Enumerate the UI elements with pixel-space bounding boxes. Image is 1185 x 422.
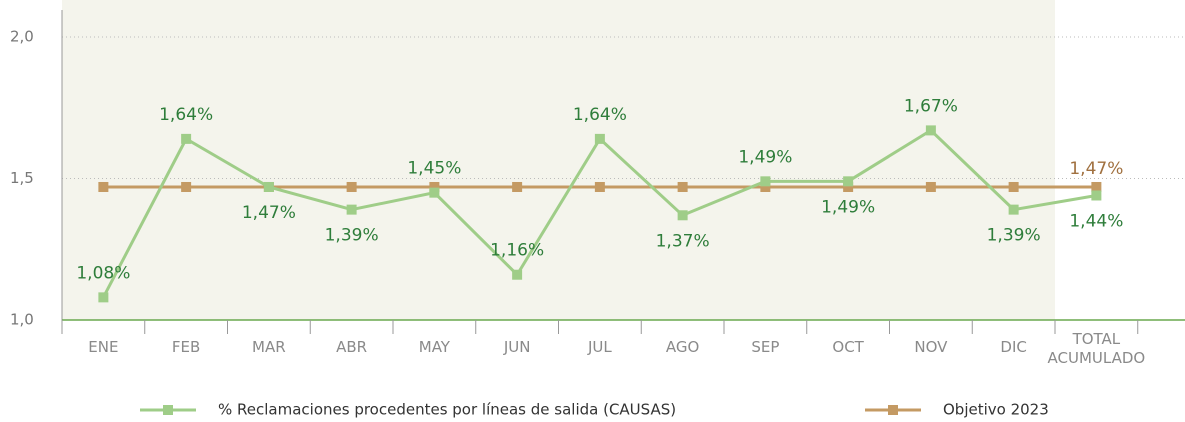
marker (512, 269, 523, 280)
x-tick-label: ABR (336, 338, 368, 356)
plot-background (62, 0, 1055, 320)
y-tick-label: 1,0 (10, 311, 34, 329)
marker (181, 133, 192, 144)
x-tick-label: JUL (587, 338, 612, 356)
x-tick-label: OCT (832, 338, 864, 356)
marker (1091, 181, 1102, 192)
legend-label: Objetivo 2023 (943, 401, 1049, 419)
x-tick-label: NOV (914, 338, 948, 356)
marker (760, 176, 771, 187)
legend-marker (888, 405, 898, 415)
marker (1091, 190, 1102, 201)
x-tick-label: SEP (751, 338, 780, 356)
legend-label: % Reclamaciones procedentes por líneas d… (218, 401, 676, 419)
data-label: 1,16% (490, 241, 544, 261)
marker (346, 204, 357, 215)
x-tick-label: DIC (1000, 338, 1027, 356)
marker (263, 181, 274, 192)
data-label: 1,37% (656, 231, 710, 251)
marker (677, 181, 688, 192)
marker (925, 125, 936, 136)
marker (512, 181, 523, 192)
data-label: 1,64% (573, 105, 627, 125)
marker (925, 181, 936, 192)
marker (181, 181, 192, 192)
data-label: 1,67% (904, 96, 958, 116)
x-tick-label: TOTAL ACUMULADO (1047, 330, 1146, 367)
data-label: 1,49% (738, 147, 792, 167)
data-label: 1,44% (1069, 211, 1123, 231)
marker (98, 292, 109, 303)
data-label: 1,45% (407, 159, 461, 179)
marker (1008, 181, 1019, 192)
data-label: 1,47% (242, 203, 296, 223)
marker (429, 187, 440, 198)
marker (594, 181, 605, 192)
data-label: 1,64% (159, 105, 213, 125)
marker (594, 133, 605, 144)
x-tick-label: MAR (252, 338, 286, 356)
x-tick-label: FEB (171, 338, 201, 356)
y-tick-label: 2,0 (10, 28, 34, 46)
marker (843, 181, 854, 192)
y-tick-label: 1,5 (10, 169, 34, 187)
marker (1008, 204, 1019, 215)
data-label: 1,39% (325, 226, 379, 246)
x-tick-label: ENE (88, 338, 119, 356)
x-tick-label: JUN (503, 338, 531, 356)
marker (98, 181, 109, 192)
data-label: 1,47% (1069, 159, 1123, 179)
marker (760, 181, 771, 192)
data-label: 1,49% (821, 197, 875, 217)
data-label: 1,08% (76, 263, 130, 283)
marker (346, 181, 357, 192)
x-tick-label: MAY (418, 338, 450, 356)
legend-marker (163, 405, 173, 415)
marker (429, 181, 440, 192)
x-tick-label: AGO (665, 338, 700, 356)
data-label: 1,39% (987, 226, 1041, 246)
marker (677, 210, 688, 221)
marker (843, 176, 854, 187)
